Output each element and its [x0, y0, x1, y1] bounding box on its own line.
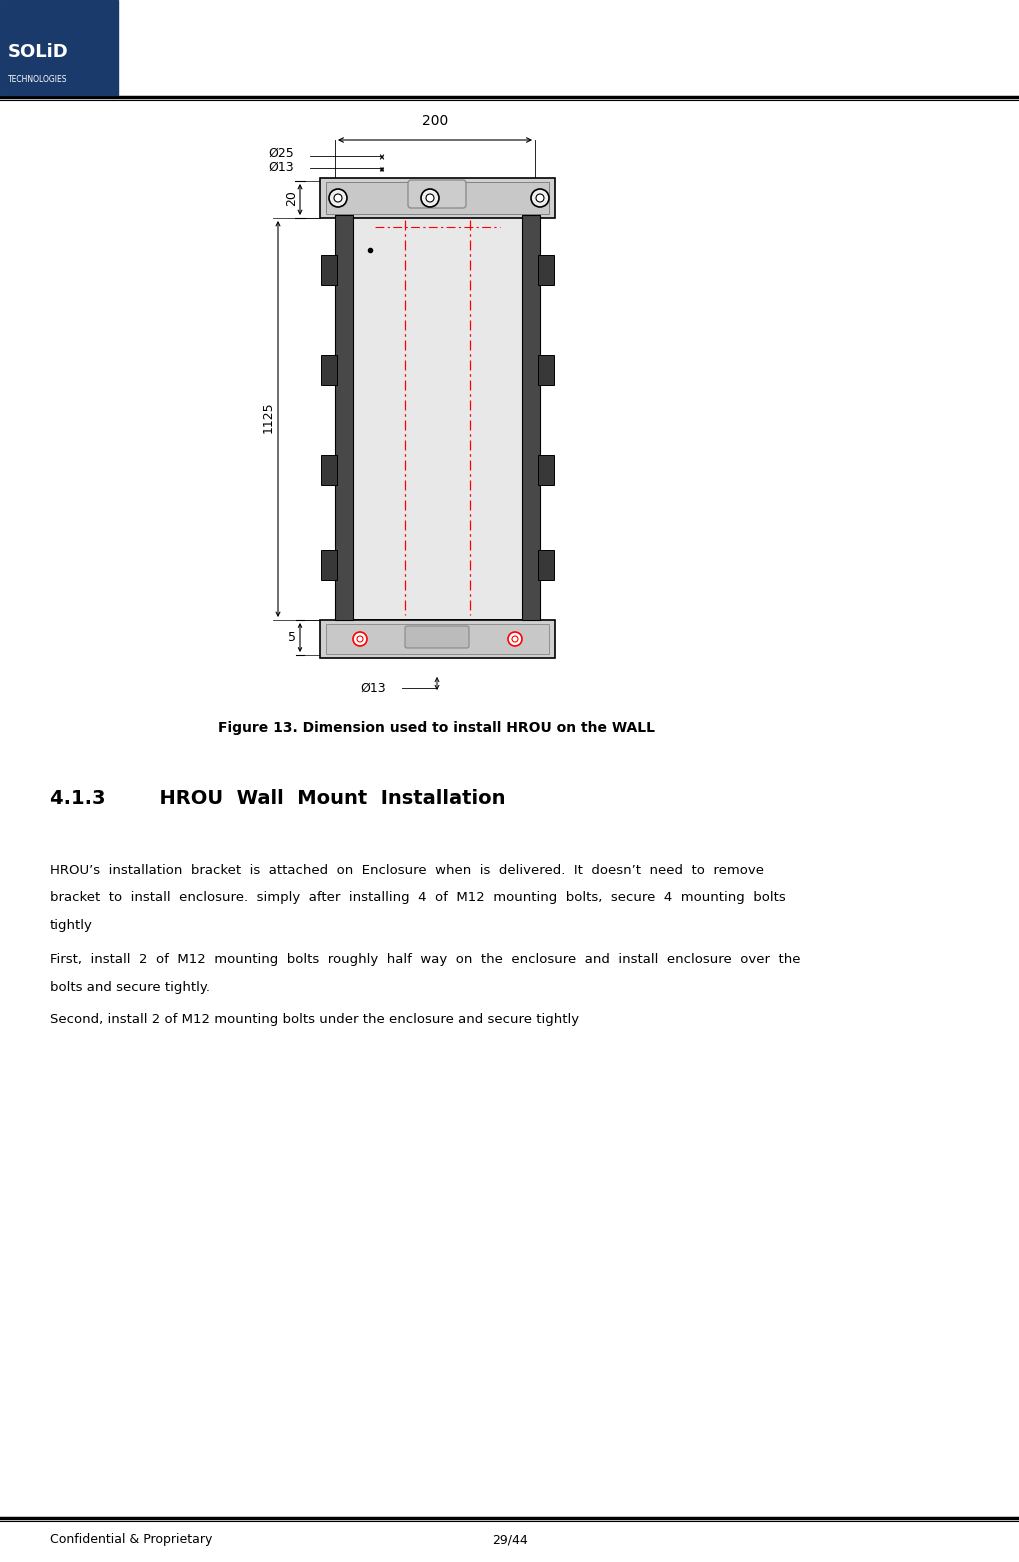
Circle shape	[512, 636, 518, 642]
Text: First,  install  2  of  M12  mounting  bolts  roughly  half  way  on  the  enclo: First, install 2 of M12 mounting bolts r…	[50, 953, 800, 965]
Text: Second, install 2 of M12 mounting bolts under the enclosure and secure tightly: Second, install 2 of M12 mounting bolts …	[50, 1014, 579, 1026]
Bar	[321, 355, 336, 384]
Bar	[537, 455, 553, 484]
Text: Confidential & Proprietary: Confidential & Proprietary	[50, 1534, 212, 1546]
Text: Ø25: Ø25	[268, 147, 293, 159]
Circle shape	[535, 194, 543, 201]
Bar	[320, 620, 554, 658]
Text: bracket  to  install  enclosure.  simply  after  installing  4  of  M12  mountin: bracket to install enclosure. simply aft…	[50, 892, 785, 904]
Circle shape	[507, 633, 522, 647]
Text: Ø13: Ø13	[268, 161, 293, 173]
Bar	[320, 178, 554, 219]
FancyBboxPatch shape	[405, 626, 469, 648]
Text: 20: 20	[285, 191, 299, 206]
Text: 29/44: 29/44	[491, 1534, 528, 1546]
Text: 200: 200	[422, 114, 447, 128]
Bar	[522, 216, 539, 620]
Bar	[321, 455, 336, 484]
Text: SOLiD: SOLiD	[8, 44, 68, 61]
Circle shape	[357, 636, 363, 642]
Circle shape	[426, 194, 433, 201]
Bar	[344, 216, 530, 620]
Bar	[537, 550, 553, 580]
Bar	[326, 623, 548, 654]
Text: Ø13: Ø13	[360, 681, 385, 695]
FancyBboxPatch shape	[408, 180, 466, 208]
Circle shape	[531, 189, 548, 208]
Bar	[537, 355, 553, 384]
Text: tightly: tightly	[50, 920, 93, 933]
Bar	[321, 255, 336, 284]
Text: TECHNOLOGIES: TECHNOLOGIES	[8, 75, 67, 84]
Bar	[537, 255, 553, 284]
Bar	[321, 550, 336, 580]
Circle shape	[329, 189, 346, 208]
Text: 4.1.3        HROU  Wall  Mount  Installation: 4.1.3 HROU Wall Mount Installation	[50, 789, 505, 808]
Circle shape	[333, 194, 341, 201]
Circle shape	[353, 633, 367, 647]
Text: 1125: 1125	[261, 401, 274, 433]
Bar	[0, 0, 118, 95]
Text: bolts and secure tightly.: bolts and secure tightly.	[50, 981, 210, 993]
Text: HROU’s  installation  bracket  is  attached  on  Enclosure  when  is  delivered.: HROU’s installation bracket is attached …	[50, 864, 763, 876]
Text: Figure 13. Dimension used to install HROU on the WALL: Figure 13. Dimension used to install HRO…	[218, 722, 655, 736]
Bar	[326, 183, 548, 214]
Bar	[334, 216, 353, 620]
Text: 5: 5	[287, 631, 296, 644]
Circle shape	[421, 189, 438, 208]
